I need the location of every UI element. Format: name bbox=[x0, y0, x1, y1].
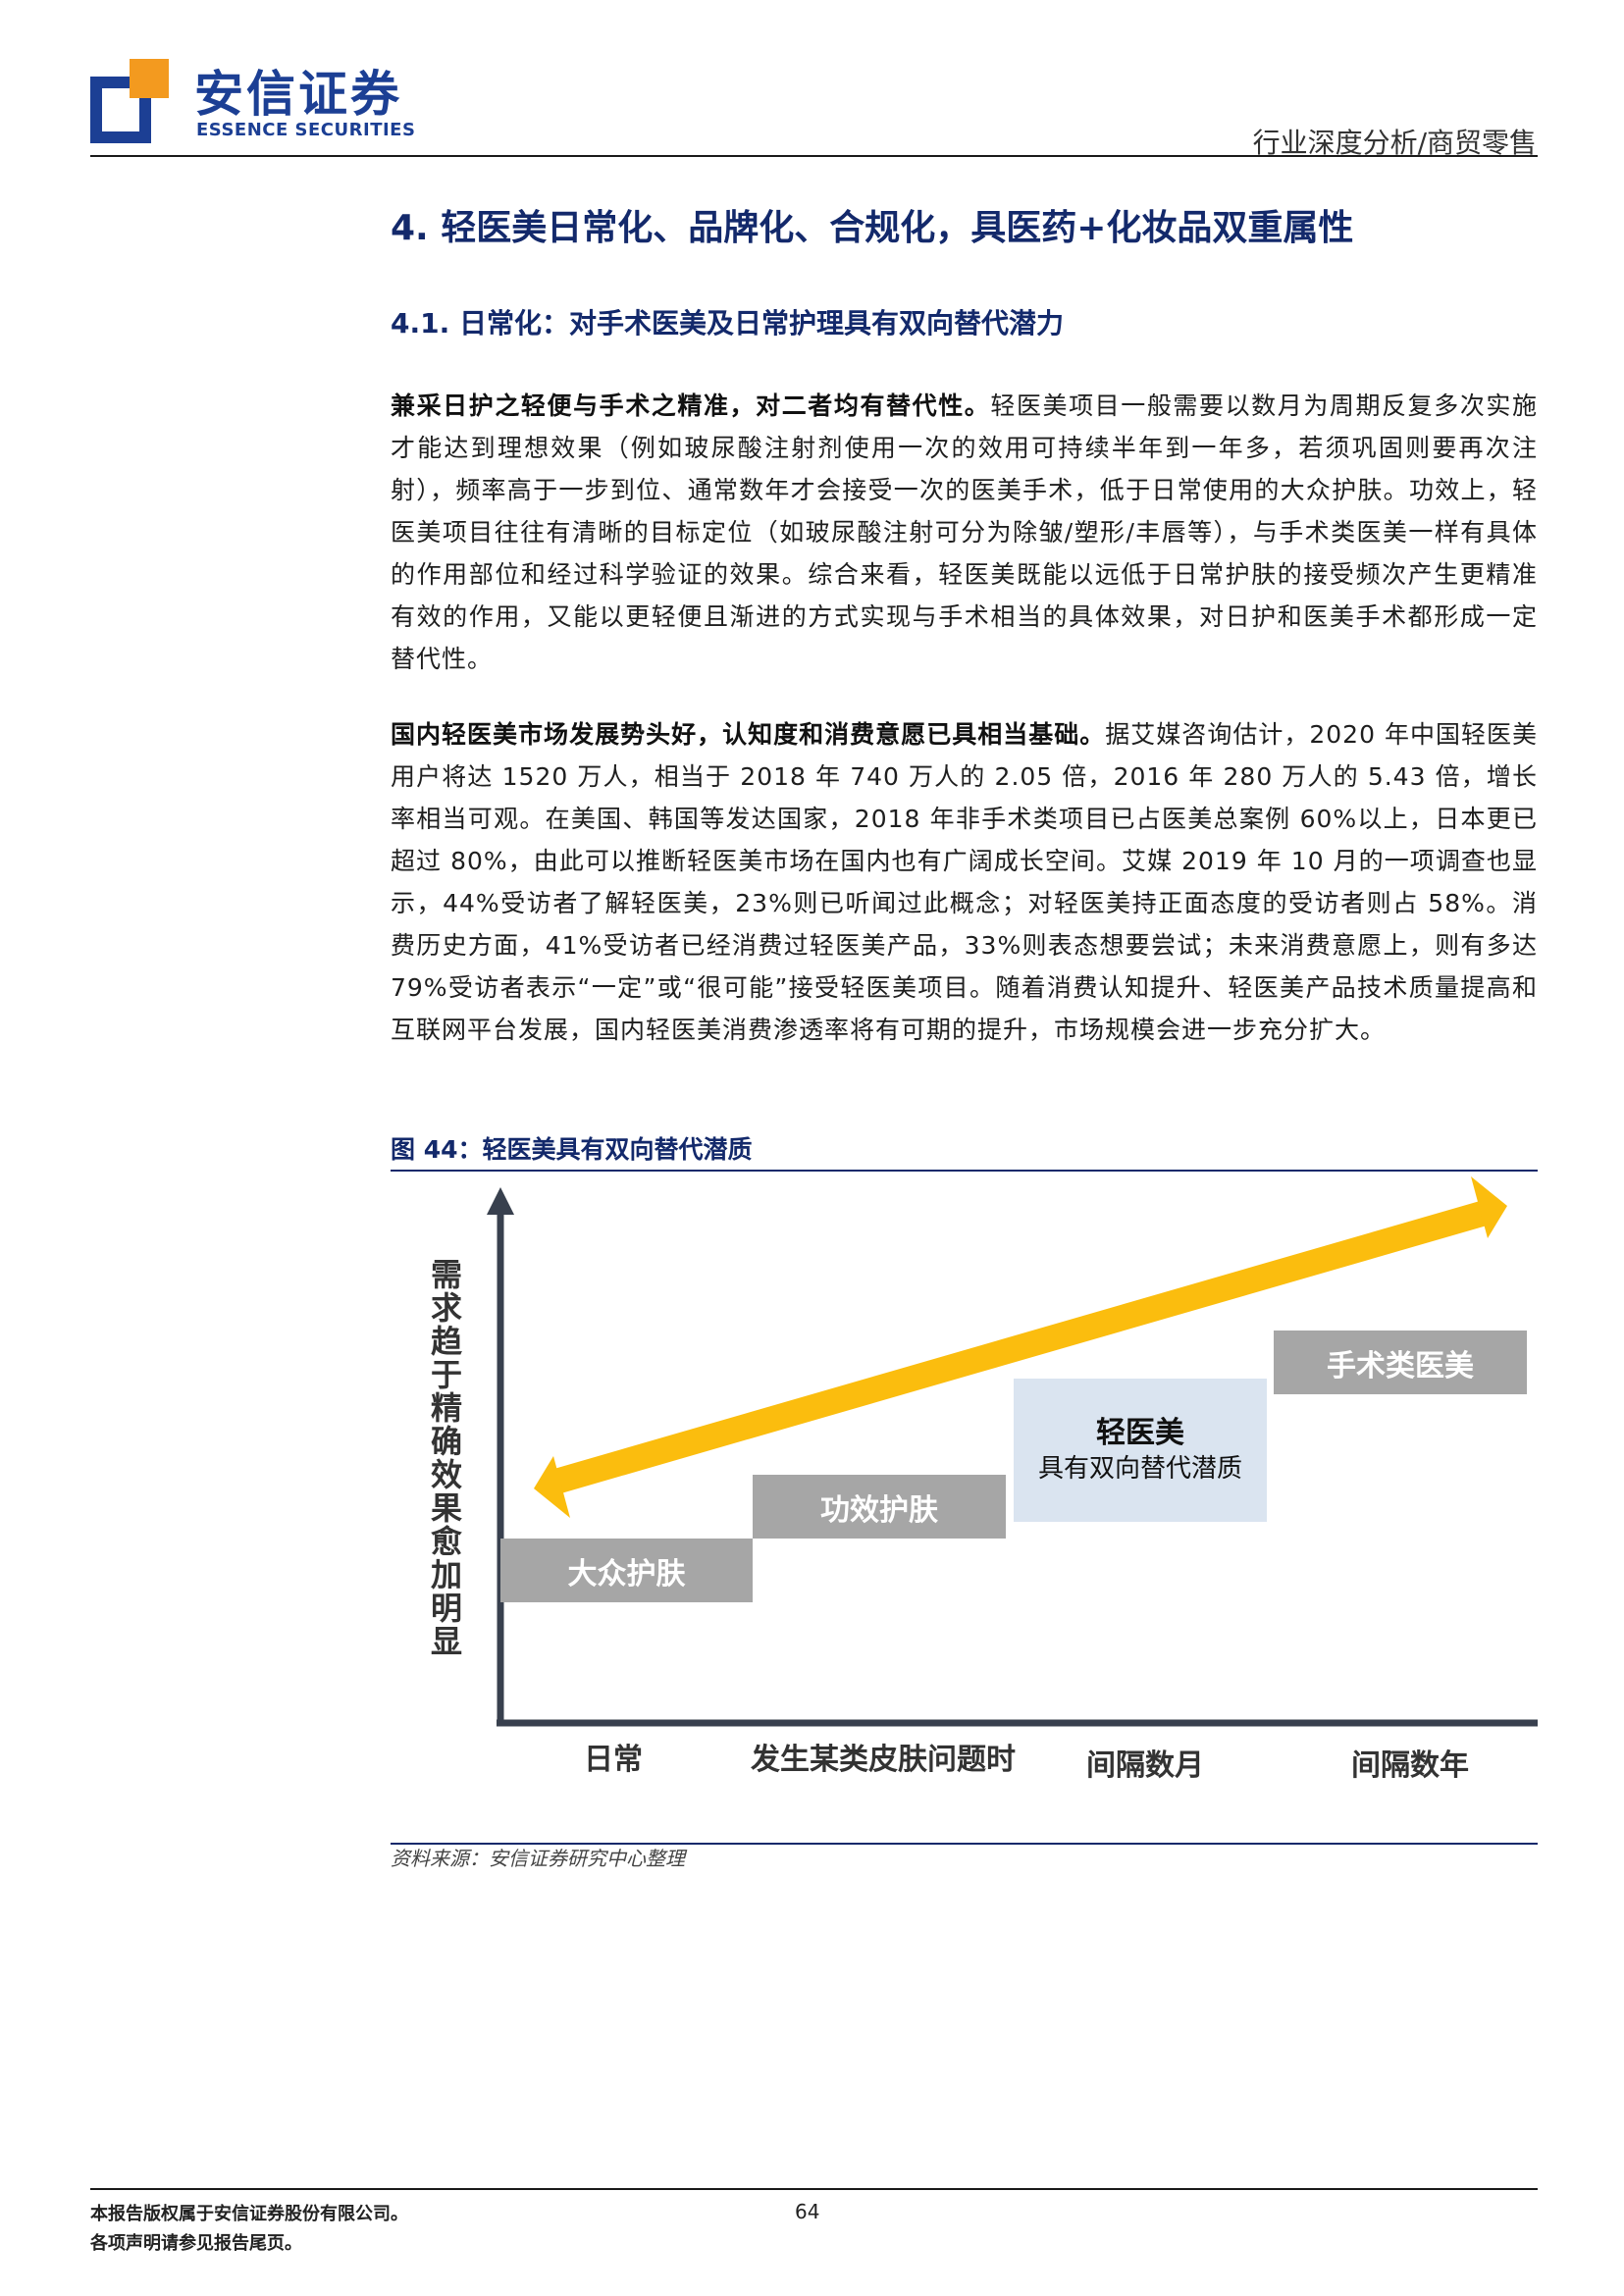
x-label-years: 间隔数年 bbox=[1351, 1748, 1469, 1783]
bar-light-aesthetics-subtitle: 具有双向替代潜质 bbox=[1037, 1454, 1242, 1484]
y-axis-label: 需求趋于精确 效果愈加明显 bbox=[430, 1256, 462, 1660]
bar-functional-skincare: 功效护肤 bbox=[753, 1475, 1006, 1539]
bar-light-aesthetics-title: 轻医美 bbox=[1096, 1416, 1184, 1450]
report-category: 行业深度分析/商贸零售 bbox=[1252, 127, 1537, 159]
bar-light-aesthetics: 轻医美 具有双向替代潜质 bbox=[1014, 1379, 1267, 1522]
figure-top-rule bbox=[391, 1170, 1538, 1172]
paragraph-2: 国内轻医美市场发展势头好，认知度和消费意愿已具相当基础。据艾媒咨询估计，2020… bbox=[391, 713, 1538, 1051]
footer-disclaimer: 各项声明请参见报告尾页。 bbox=[90, 2233, 302, 2254]
x-label-skin-problem: 发生某类皮肤问题时 bbox=[751, 1743, 1016, 1777]
subsection-heading: 4.1. 日常化：对手术医美及日常护理具有双向替代潜力 bbox=[391, 307, 1064, 339]
x-label-months: 间隔数月 bbox=[1086, 1748, 1204, 1783]
figure-title: 图 44：轻医美具有双向替代潜质 bbox=[391, 1135, 753, 1164]
paragraph-1-body: 轻医美项目一般需要以数月为周期反复多次实施才能达到理想效果（例如玻尿酸注射剂使用… bbox=[391, 391, 1538, 673]
figure-bottom-rule bbox=[391, 1843, 1538, 1845]
figure-source: 资料来源：安信证券研究中心整理 bbox=[391, 1847, 685, 1870]
section-heading: 4. 轻医美日常化、品牌化、合规化，具医药+化妆品双重属性 bbox=[391, 208, 1354, 248]
substitution-arrow-head-right bbox=[1471, 1176, 1507, 1238]
paragraph-1-lead: 兼采日护之轻便与手术之精准，对二者均有替代性。 bbox=[391, 391, 991, 420]
paragraph-1: 兼采日护之轻便与手术之精准，对二者均有替代性。轻医美项目一般需要以数月为周期反复… bbox=[391, 385, 1538, 680]
logo-english-name: ESSENCE SECURITIES bbox=[196, 120, 416, 140]
logo-chinese-name: 安信证券 bbox=[194, 66, 402, 123]
footer-copyright: 本报告版权属于安信证券股份有限公司。 bbox=[90, 2204, 408, 2224]
page-number: 64 bbox=[795, 2200, 820, 2223]
bar-mass-skincare: 大众护肤 bbox=[500, 1539, 753, 1602]
y-axis-arrowhead bbox=[487, 1187, 514, 1215]
header-divider bbox=[90, 155, 1538, 157]
substitution-arrow-shaft bbox=[555, 1201, 1486, 1493]
bar-surgical-aesthetics: 手术类医美 bbox=[1274, 1331, 1527, 1394]
footer-divider bbox=[90, 2188, 1538, 2190]
substitution-arrow-head-left bbox=[534, 1456, 570, 1518]
figure-diagram bbox=[487, 1176, 1538, 1727]
company-logo-icon bbox=[90, 59, 169, 143]
paragraph-2-lead: 国内轻医美市场发展势头好，认知度和消费意愿已具相当基础。 bbox=[391, 720, 1106, 749]
x-label-daily: 日常 bbox=[584, 1743, 643, 1777]
paragraph-2-body: 据艾媒咨询估计，2020 年中国轻医美用户将达 1520 万人，相当于 2018… bbox=[391, 720, 1538, 1044]
